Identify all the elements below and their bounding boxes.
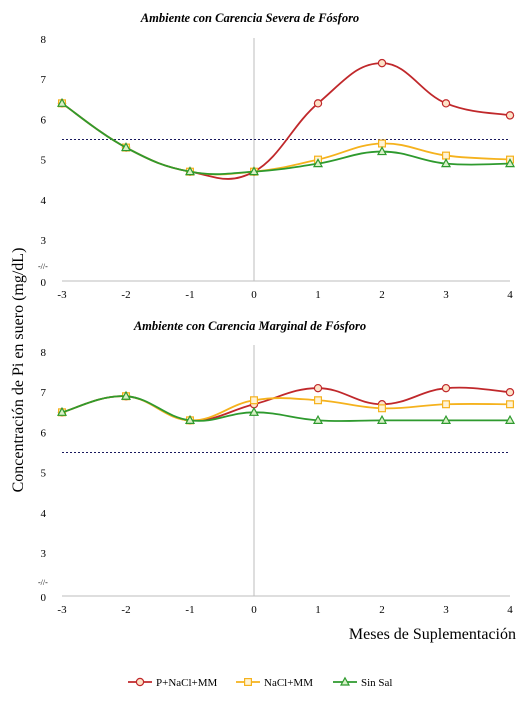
y-tick-label: 7 — [41, 387, 47, 399]
data-point-nacl-mm — [506, 400, 515, 409]
x-tick-label: 1 — [315, 289, 321, 301]
x-tick-label: -3 — [57, 604, 67, 616]
data-point-nacl-mm — [378, 404, 387, 413]
data-point-sin-sal — [56, 97, 68, 107]
y-tick-label: 8 — [41, 347, 47, 359]
series-line-sin-sal — [61, 102, 511, 176]
y-tick-label: 6 — [41, 114, 47, 126]
data-point-sin-sal — [248, 406, 260, 416]
data-point-sin-sal — [184, 166, 196, 176]
x-tick-label: -1 — [185, 604, 194, 616]
data-point-nacl-mm — [250, 396, 259, 405]
data-point-p-nacl-mm — [377, 58, 387, 68]
data-point-p-nacl-mm — [441, 383, 451, 393]
data-point-sin-sal — [120, 390, 132, 400]
x-tick-label: 4 — [507, 289, 513, 301]
chart-title: Ambiente con Carencia Marginal de Fósfor… — [133, 319, 366, 333]
legend: P+NaCl+MM NaCl+MM Sin Sal — [128, 676, 392, 689]
data-point-sin-sal — [312, 158, 324, 168]
data-point-p-nacl-mm — [505, 388, 515, 397]
x-tick-label: 0 — [251, 604, 257, 616]
y-tick-label: 5 — [41, 155, 47, 167]
axis-break-mark: -//- — [38, 262, 48, 271]
data-point-sin-sal — [440, 158, 452, 168]
x-tick-label: 2 — [379, 604, 385, 616]
y-tick-label: 5 — [41, 468, 47, 480]
legend-marker-p-nacl-mm — [135, 677, 145, 687]
data-point-p-nacl-mm — [313, 383, 323, 393]
data-point-sin-sal — [120, 142, 132, 152]
legend-marker-nacl-mm — [244, 677, 253, 686]
y-tick-label: 3 — [41, 548, 47, 560]
x-tick-label: 2 — [379, 289, 385, 301]
data-point-nacl-mm — [378, 139, 387, 148]
x-tick-label: 1 — [315, 604, 321, 616]
chart-title: Ambiente con Carencia Severa de Fósforo — [140, 11, 359, 25]
data-point-sin-sal — [376, 414, 388, 424]
chart-panel-2: Ambiente con Carencia Marginal de Fósfor… — [38, 319, 516, 616]
x-tick-label: 3 — [443, 289, 449, 301]
chart-panels: Ambiente con Carencia Severa de Fósforo 0… — [38, 11, 516, 616]
axis-break-mark: -//- — [38, 578, 48, 587]
data-point-p-nacl-mm — [441, 99, 451, 108]
x-axis-label: Meses de Suplementación — [349, 626, 516, 643]
legend-label-sin-sal: Sin Sal — [361, 677, 392, 689]
x-tick-label: -2 — [121, 604, 130, 616]
y-tick-label: 7 — [41, 74, 47, 86]
y-tick-label: 4 — [41, 508, 47, 520]
x-tick-label: -1 — [185, 289, 194, 301]
chart-panel-1: Ambiente con Carencia Severa de Fósforo 0… — [38, 11, 516, 301]
data-point-sin-sal — [312, 414, 324, 424]
series-line-p-nacl-mm — [61, 62, 511, 180]
data-point-sin-sal — [56, 406, 68, 416]
data-point-p-nacl-mm — [313, 99, 323, 108]
data-point-nacl-mm — [314, 396, 323, 405]
x-tick-label: -3 — [57, 289, 67, 301]
y-tick-label: 4 — [41, 195, 47, 207]
y-tick-label: 8 — [41, 34, 47, 46]
data-point-sin-sal — [504, 414, 516, 424]
y-tick-label: 0 — [41, 277, 47, 289]
data-point-sin-sal — [248, 166, 260, 176]
y-tick-label: 0 — [41, 592, 47, 604]
y-tick-label: 3 — [41, 235, 47, 247]
data-point-sin-sal — [376, 146, 388, 156]
x-tick-label: 0 — [251, 289, 257, 301]
legend-marker-sin-sal — [339, 676, 351, 686]
data-point-sin-sal — [184, 414, 196, 424]
data-point-p-nacl-mm — [505, 111, 515, 120]
legend-label-nacl-mm: NaCl+MM — [264, 677, 313, 689]
x-tick-label: -2 — [121, 289, 130, 301]
x-tick-label: 4 — [507, 604, 513, 616]
data-point-nacl-mm — [442, 151, 451, 160]
y-tick-label: 6 — [41, 427, 47, 439]
x-tick-label: 3 — [443, 604, 449, 616]
data-point-sin-sal — [504, 158, 516, 168]
y-axis-label: Concentración de Pi en suero (mg/dL) — [10, 248, 27, 493]
data-point-sin-sal — [440, 414, 452, 424]
series-line-sin-sal — [61, 395, 510, 422]
data-point-nacl-mm — [442, 400, 451, 409]
legend-label-p-nacl-mm: P+NaCl+MM — [156, 677, 218, 689]
